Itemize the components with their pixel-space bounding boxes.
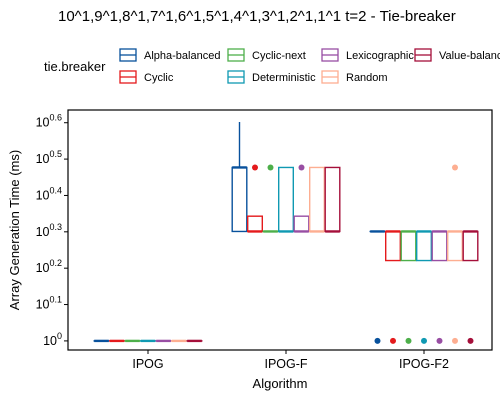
box-body bbox=[278, 166, 295, 233]
box-body bbox=[293, 215, 310, 233]
plot-marks bbox=[93, 122, 479, 344]
box bbox=[447, 164, 464, 344]
box bbox=[416, 230, 433, 344]
outlier-point bbox=[452, 164, 458, 171]
box-body bbox=[246, 215, 263, 233]
y-tick-label: 100.6 bbox=[36, 113, 62, 130]
legend: tie.breaker Alpha-balanced Cyclic Cyclic-n… bbox=[44, 48, 500, 84]
outlier-point bbox=[267, 164, 274, 171]
legend-item: Lexicographic bbox=[321, 48, 414, 62]
box-body bbox=[431, 230, 448, 262]
box-body bbox=[324, 166, 341, 233]
legend-label: Value-balanced bbox=[439, 50, 500, 62]
outlier-point bbox=[390, 337, 396, 344]
box bbox=[431, 230, 448, 344]
legend-label: Cyclic-next bbox=[252, 50, 306, 62]
box bbox=[262, 164, 279, 233]
outlier-point bbox=[374, 337, 381, 344]
x-tick-label: IPOG-F2 bbox=[399, 357, 449, 371]
outlier-point bbox=[252, 164, 258, 171]
plot-panel bbox=[67, 109, 493, 351]
y-tick-label: 100.2 bbox=[36, 258, 62, 275]
box bbox=[231, 122, 248, 233]
box-body bbox=[385, 230, 402, 262]
box-body bbox=[416, 230, 433, 262]
outlier-point bbox=[452, 337, 458, 344]
x-tick-label: IPOG bbox=[132, 357, 163, 371]
box-body bbox=[400, 230, 417, 262]
x-axis-title: Algorithm bbox=[253, 376, 308, 391]
legend-item: Value-balanced bbox=[414, 48, 500, 62]
box bbox=[246, 164, 263, 233]
outlier-point bbox=[421, 337, 427, 344]
y-tick-label: 100.1 bbox=[36, 295, 62, 312]
y-axis-title: Array Generation Time (ms) bbox=[7, 150, 22, 310]
box bbox=[369, 230, 386, 344]
legend-item: Random bbox=[321, 70, 388, 84]
outlier-point bbox=[405, 337, 412, 344]
box-body bbox=[231, 166, 248, 233]
legend-title: tie.breaker bbox=[44, 59, 106, 74]
box bbox=[462, 230, 479, 344]
box bbox=[293, 164, 310, 233]
y-tick-label: 100.5 bbox=[36, 149, 62, 166]
x-axis: IPOG IPOG-F IPOG-F2 bbox=[132, 350, 449, 371]
outlier-point bbox=[298, 164, 305, 171]
legend-item: Deterministic bbox=[227, 70, 316, 84]
y-tick-label: 100.3 bbox=[36, 222, 62, 239]
box bbox=[309, 166, 326, 233]
legend-label: Random bbox=[346, 72, 388, 84]
legend-label: Alpha-balanced bbox=[144, 50, 220, 62]
box-body bbox=[309, 166, 326, 233]
box bbox=[324, 166, 341, 233]
legend-item: Cyclic-next bbox=[227, 48, 306, 62]
legend-label: Deterministic bbox=[252, 72, 316, 84]
x-tick-label: IPOG-F bbox=[264, 357, 307, 371]
box bbox=[385, 230, 402, 344]
legend-item: Alpha-balanced bbox=[119, 48, 220, 62]
outlier-point bbox=[436, 337, 443, 344]
box bbox=[400, 230, 417, 344]
chart-title: 10^1,9^1,8^1,7^1,6^1,5^1,4^1,3^1,2^1,1^1… bbox=[58, 8, 456, 25]
y-tick-label: 100.4 bbox=[36, 185, 62, 202]
box bbox=[278, 166, 295, 233]
outlier-point bbox=[467, 337, 474, 344]
box-body bbox=[447, 230, 464, 262]
legend-item: Cyclic bbox=[119, 70, 174, 84]
box-body bbox=[462, 230, 479, 262]
y-tick-label: 100 bbox=[43, 331, 62, 348]
legend-label: Cyclic bbox=[144, 72, 174, 84]
legend-label: Lexicographic bbox=[346, 50, 414, 62]
y-axis: 100 100.1 100.2 100.3 100.4 100.5 100.6 bbox=[36, 113, 68, 348]
